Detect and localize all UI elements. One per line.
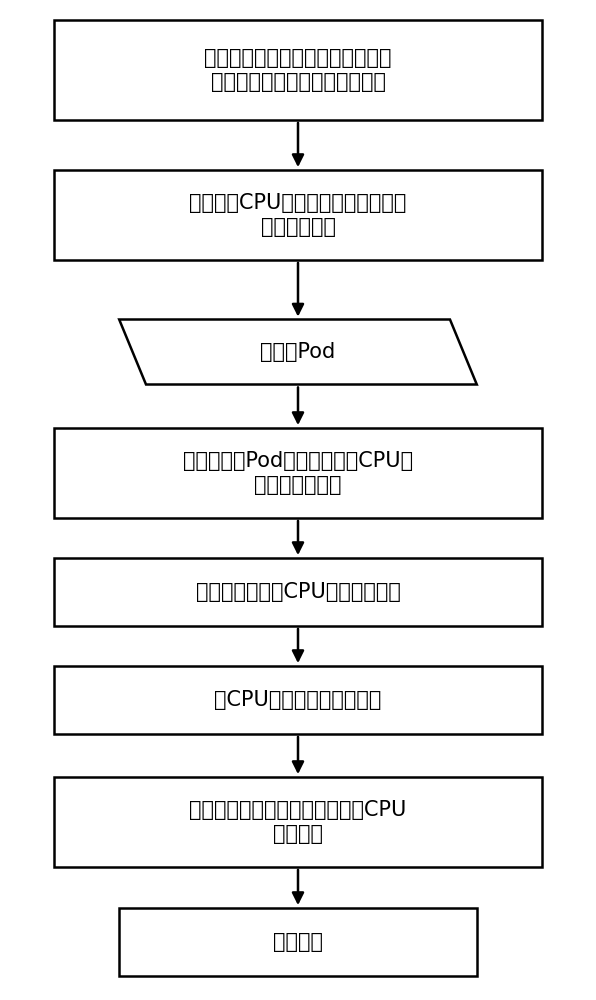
Text: 与CPU架构无关的调度流程: 与CPU架构无关的调度流程 [215,690,381,710]
Text: 收集容器的镜像名、架构和系统信
息，构建多架构容器镜像信息库: 收集容器的镜像名、架构和系统信 息，构建多架构容器镜像信息库 [204,48,392,92]
FancyBboxPatch shape [54,777,542,867]
Text: 根据待调度Pod内容器支持的CPU架
构筛选集群节点: 根据待调度Pod内容器支持的CPU架 构筛选集群节点 [183,451,413,495]
Text: 根据集群节点的CPU性能进行排序: 根据集群节点的CPU性能进行排序 [195,582,401,602]
FancyBboxPatch shape [54,428,542,518]
Polygon shape [119,319,477,384]
Text: 根据目标节点更新容器镜像名、CPU
资源配置: 根据目标节点更新容器镜像名、CPU 资源配置 [190,800,406,844]
FancyBboxPatch shape [54,666,542,734]
FancyBboxPatch shape [54,20,542,120]
Text: 节点绑定: 节点绑定 [273,932,323,952]
FancyBboxPatch shape [54,558,542,626]
Text: 待部署Pod: 待部署Pod [260,342,336,362]
FancyBboxPatch shape [54,170,542,260]
Text: 收集结点CPU性能信息，构建集群结
点性能信息库: 收集结点CPU性能信息，构建集群结 点性能信息库 [190,193,406,237]
FancyBboxPatch shape [119,908,477,976]
